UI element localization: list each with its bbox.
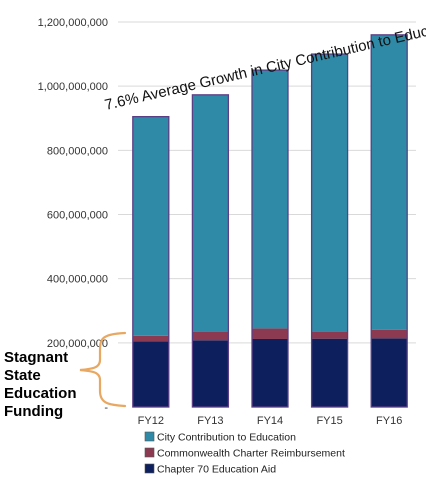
y-tick-label: 600,000,000 (47, 210, 108, 222)
bar-outline (251, 69, 289, 408)
bar-segment (371, 329, 408, 339)
bar-outline (191, 94, 230, 408)
bar-segment (132, 116, 169, 336)
bar-segment (192, 94, 229, 332)
stagnant-label-line-3: Education (4, 385, 77, 402)
legend-swatch (144, 431, 155, 442)
legend: City Contribution to Education Commonweal… (144, 431, 345, 476)
x-tick-label: FY14 (257, 415, 283, 427)
bracket-shape (79, 331, 127, 408)
bar-segment (192, 331, 229, 341)
bar-outline (310, 53, 349, 408)
legend-swatch (144, 447, 155, 458)
y-tick-label: 200,000,000 (47, 338, 108, 350)
y-tick-label: - (104, 402, 108, 414)
bar-segment (371, 34, 408, 330)
bar-segment (371, 338, 408, 407)
x-tick-label: FY16 (376, 415, 402, 427)
legend-label: Commonwealth Charter Reimbursement (157, 448, 345, 460)
y-tick-label: 400,000,000 (47, 274, 108, 286)
x-tick-label: FY15 (316, 415, 342, 427)
bar-segment (252, 338, 288, 407)
bar-segment (132, 335, 169, 342)
bar-outline (132, 115, 170, 408)
stagnant-label-line-4: Funding (4, 403, 63, 420)
bars (132, 34, 408, 408)
bar-segment (192, 340, 229, 407)
y-axis-ticks: - 200,000,000 400,000,000 600,000,000 800,00… (38, 17, 109, 414)
legend-label: City Contribution to Education (157, 432, 296, 444)
stagnant-label-line-2: State (4, 367, 41, 384)
x-axis-ticks: FY12 FY13 FY14 FY15 FY16 (138, 415, 403, 427)
y-tick-label: 800,000,000 (47, 145, 108, 157)
y-tick-label: 1,000,000,000 (38, 81, 108, 93)
stagnant-label-line-1: Stagnant (4, 349, 68, 366)
bar-segment (132, 341, 169, 407)
bar-segment (311, 54, 348, 332)
x-tick-label: FY12 (138, 415, 164, 427)
legend-label: Chapter 70 Education Aid (157, 464, 276, 476)
bar-segment (311, 331, 348, 339)
y-tick-label: 1,200,000,000 (38, 17, 108, 29)
x-tick-label: FY13 (197, 415, 223, 427)
bar-segment (252, 328, 288, 339)
bar-segment (252, 70, 288, 329)
legend-swatch (144, 463, 155, 474)
stagnant-funding-bracket: Stagnant State Education Funding (4, 331, 127, 420)
bar-segment (311, 338, 348, 407)
bar-outline (370, 34, 408, 408)
